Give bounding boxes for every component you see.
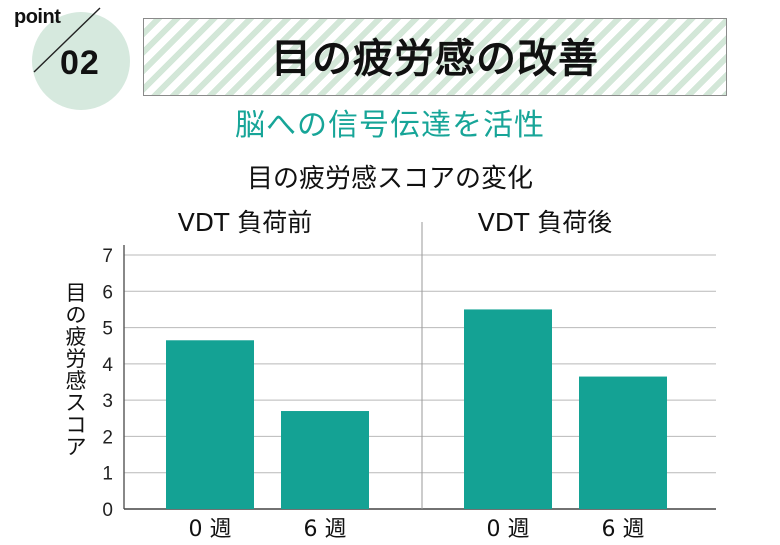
panel-title-before: VDT 負荷前: [177, 208, 313, 237]
chart-title: 目の疲労感スコアの変化: [246, 164, 533, 194]
y-tick-label: 7: [102, 246, 113, 267]
badge-number: 02: [60, 44, 100, 82]
y-axis-label-char: ア: [66, 435, 87, 459]
panel-title-after: VDT 負荷後: [477, 208, 613, 237]
x-tick-label: 0 週: [487, 517, 530, 542]
y-axis-label-char: の: [66, 303, 87, 327]
page-title: 目の疲労感の改善: [271, 36, 599, 82]
title-banner: 目の疲労感の改善: [143, 18, 727, 96]
badge-slash-decoration: [33, 7, 101, 73]
bar-after-1: [579, 376, 667, 509]
subtitle: 脳への信号伝達を活性: [235, 108, 545, 143]
y-axis-label-char: 感: [66, 369, 87, 393]
bar-after-0: [464, 309, 552, 509]
badge-point-label: point: [14, 6, 61, 28]
y-tick-label: 3: [102, 391, 113, 412]
y-tick-label: 2: [102, 427, 113, 448]
y-tick-label: 0: [102, 500, 113, 521]
y-axis-label-char: コ: [66, 413, 87, 437]
y-tick-label: 1: [102, 464, 113, 485]
bar-before-0: [166, 340, 254, 509]
x-tick-label: 6 週: [304, 517, 347, 542]
y-axis-label-char: 疲: [66, 325, 87, 349]
y-tick-label: 5: [102, 319, 113, 340]
x-tick-label: 0 週: [189, 517, 232, 542]
point-badge: [32, 12, 130, 110]
y-tick-label: 6: [102, 282, 113, 303]
bar-before-1: [281, 411, 369, 509]
y-axis-label-char: 労: [66, 347, 87, 371]
y-tick-label: 4: [102, 355, 113, 376]
x-tick-label: 6 週: [602, 517, 645, 542]
y-axis-label-char: 目: [66, 281, 87, 305]
y-axis-label-char: ス: [66, 391, 87, 415]
